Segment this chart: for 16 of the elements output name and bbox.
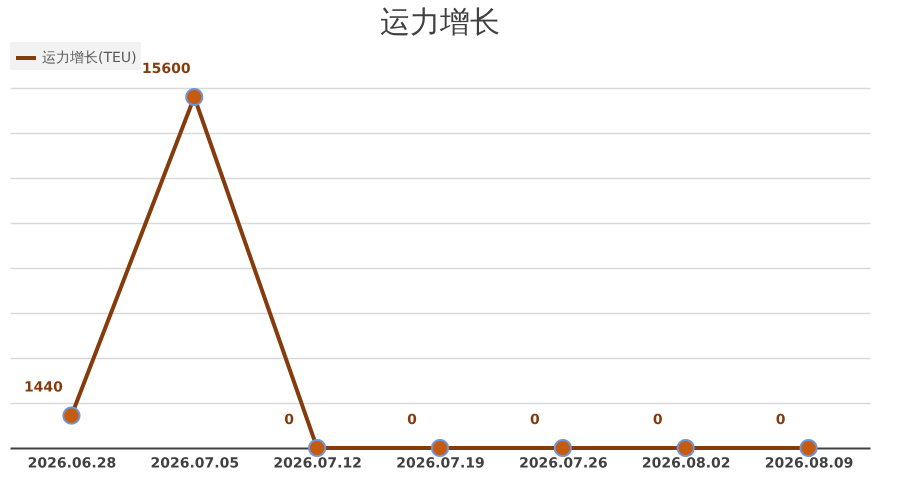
legend-label: 运力增长(TEU)	[42, 50, 137, 66]
data-label: 0	[407, 412, 418, 428]
x-tick-label: 2026.07.12	[273, 456, 362, 472]
x-tick-label: 2026.08.09	[764, 456, 854, 472]
data-label: 0	[530, 412, 540, 428]
x-tick-label: 2026.06.28	[28, 456, 116, 472]
data-label: 0	[284, 412, 294, 428]
data-label: 15600	[142, 61, 191, 77]
data-label: 0	[776, 412, 786, 428]
data-label: 1440	[24, 380, 64, 396]
chart-title: 运力增长	[380, 5, 500, 40]
x-tick-label: 2026.07.05	[150, 456, 240, 472]
x-tick-label: 2026.07.26	[519, 456, 608, 472]
data-label: 0	[652, 412, 663, 428]
x-tick-label: 2026.07.19	[396, 456, 485, 472]
x-tick-label: 2026.08.02	[642, 456, 731, 472]
